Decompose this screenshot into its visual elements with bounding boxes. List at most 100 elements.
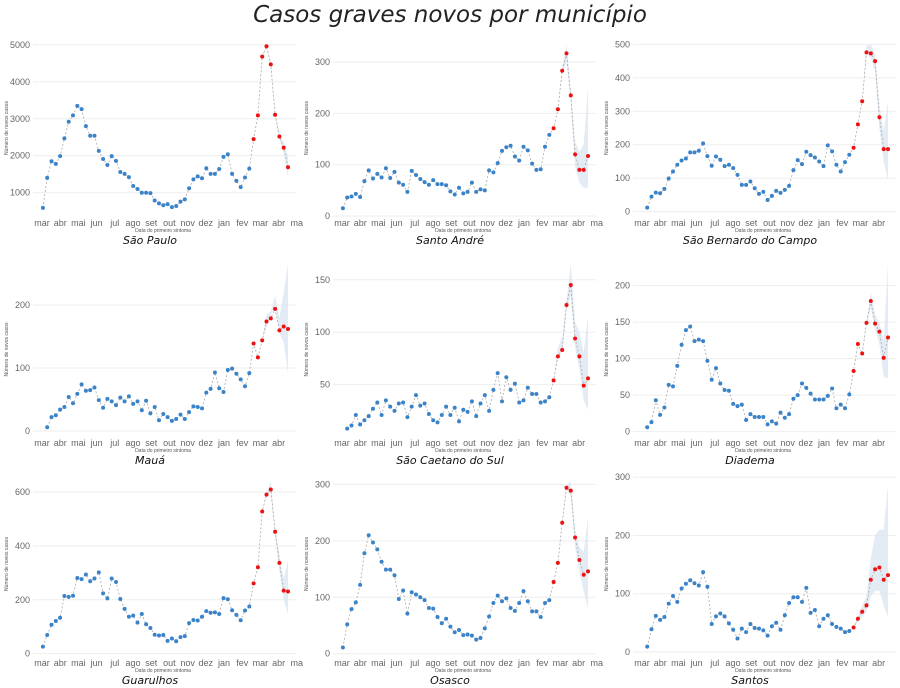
data-point bbox=[675, 363, 680, 368]
y-tick-label: 200 bbox=[615, 530, 630, 540]
data-point bbox=[452, 192, 457, 197]
x-tick-label: abr bbox=[572, 658, 585, 668]
y-tick-label: 150 bbox=[615, 317, 630, 327]
y-axis-label: Número de novos casos bbox=[4, 322, 10, 376]
data-point bbox=[165, 415, 170, 420]
data-point bbox=[362, 551, 367, 556]
x-tick-label: dez bbox=[199, 438, 214, 448]
nowcast-point bbox=[286, 327, 290, 332]
nowcast-point bbox=[864, 603, 869, 608]
data-point bbox=[178, 199, 183, 204]
data-point bbox=[174, 639, 179, 644]
data-point bbox=[414, 592, 418, 597]
data-point bbox=[414, 393, 418, 398]
data-point bbox=[358, 195, 363, 200]
data-point bbox=[847, 392, 852, 397]
y-tick-label: 100 bbox=[15, 363, 30, 373]
confidence-band bbox=[853, 263, 888, 379]
data-point bbox=[679, 342, 684, 347]
y-tick-label: 300 bbox=[615, 106, 630, 116]
x-axis-label: Data do primeiro sintoma bbox=[435, 668, 491, 674]
nowcast-point bbox=[568, 283, 573, 288]
x-tick-label: ago bbox=[725, 218, 740, 228]
x-tick-label: jun bbox=[390, 658, 403, 668]
data-point bbox=[144, 398, 149, 403]
data-point bbox=[191, 404, 196, 409]
data-point bbox=[701, 570, 706, 575]
y-tick-label: 300 bbox=[315, 57, 330, 67]
y-tick-label: 0 bbox=[325, 649, 330, 659]
data-point bbox=[418, 177, 423, 182]
data-point bbox=[96, 148, 101, 153]
data-point bbox=[105, 596, 110, 601]
nowcast-point bbox=[555, 107, 560, 112]
y-axis-label: Número de novos casos bbox=[304, 322, 310, 376]
data-point bbox=[448, 189, 453, 194]
data-point bbox=[465, 632, 470, 637]
nowcast-point bbox=[564, 302, 569, 307]
data-point bbox=[409, 168, 414, 173]
data-point bbox=[58, 154, 63, 159]
nowcast-point bbox=[255, 113, 260, 118]
data-point bbox=[465, 409, 470, 414]
data-point bbox=[174, 417, 179, 422]
x-tick-label: set bbox=[145, 658, 158, 668]
x-tick-label: fev bbox=[836, 658, 849, 668]
data-point bbox=[66, 119, 71, 124]
data-point bbox=[191, 177, 196, 182]
data-point bbox=[238, 185, 243, 190]
nowcast-point bbox=[877, 115, 882, 120]
data-point bbox=[504, 375, 509, 380]
nowcast-point bbox=[586, 569, 590, 574]
x-tick-label: mar bbox=[634, 438, 650, 448]
x-tick-label: nov bbox=[180, 438, 195, 448]
data-point bbox=[688, 324, 693, 329]
data-point bbox=[735, 404, 740, 409]
x-tick-label: fev bbox=[236, 218, 249, 228]
data-point bbox=[538, 400, 543, 405]
data-point bbox=[726, 621, 731, 626]
x-tick-label: dez bbox=[499, 438, 514, 448]
x-tick-label: ago bbox=[125, 658, 140, 668]
nowcast-point bbox=[551, 126, 556, 131]
data-point bbox=[448, 624, 453, 629]
data-point bbox=[847, 152, 852, 157]
data-point bbox=[757, 191, 761, 196]
data-point bbox=[752, 626, 757, 631]
data-point bbox=[731, 401, 736, 406]
y-axis-label: Número de novos casos bbox=[604, 101, 610, 155]
data-point bbox=[366, 414, 371, 419]
nowcast-point bbox=[881, 355, 886, 360]
data-point bbox=[457, 185, 461, 190]
data-point bbox=[534, 392, 539, 397]
data-point bbox=[761, 189, 766, 194]
nowcast-point bbox=[281, 588, 286, 593]
nowcast-point bbox=[555, 560, 560, 565]
y-tick-label: 0 bbox=[625, 427, 630, 437]
x-tick-label: jan bbox=[217, 438, 230, 448]
data-point bbox=[508, 143, 513, 148]
data-point bbox=[653, 190, 658, 195]
nowcast-point bbox=[573, 336, 578, 341]
data-point bbox=[461, 407, 466, 412]
x-tick-label: abr bbox=[272, 658, 285, 668]
x-tick-label: mai bbox=[371, 658, 386, 668]
x-tick-label: out bbox=[763, 658, 776, 668]
x-tick-label: abr bbox=[654, 438, 667, 448]
nowcast-point bbox=[586, 153, 590, 158]
data-point bbox=[379, 175, 384, 180]
data-point bbox=[735, 172, 740, 177]
data-point bbox=[169, 636, 174, 641]
data-point bbox=[114, 580, 118, 585]
data-point bbox=[383, 398, 388, 403]
nowcast-point bbox=[864, 50, 869, 55]
data-point bbox=[761, 415, 766, 420]
data-point bbox=[517, 158, 522, 163]
data-point bbox=[457, 628, 461, 633]
data-point bbox=[821, 164, 826, 169]
confidence-band bbox=[253, 264, 288, 374]
x-tick-label: ago bbox=[125, 438, 140, 448]
nowcast-point bbox=[255, 565, 260, 570]
x-tick-label: jul bbox=[709, 658, 719, 668]
